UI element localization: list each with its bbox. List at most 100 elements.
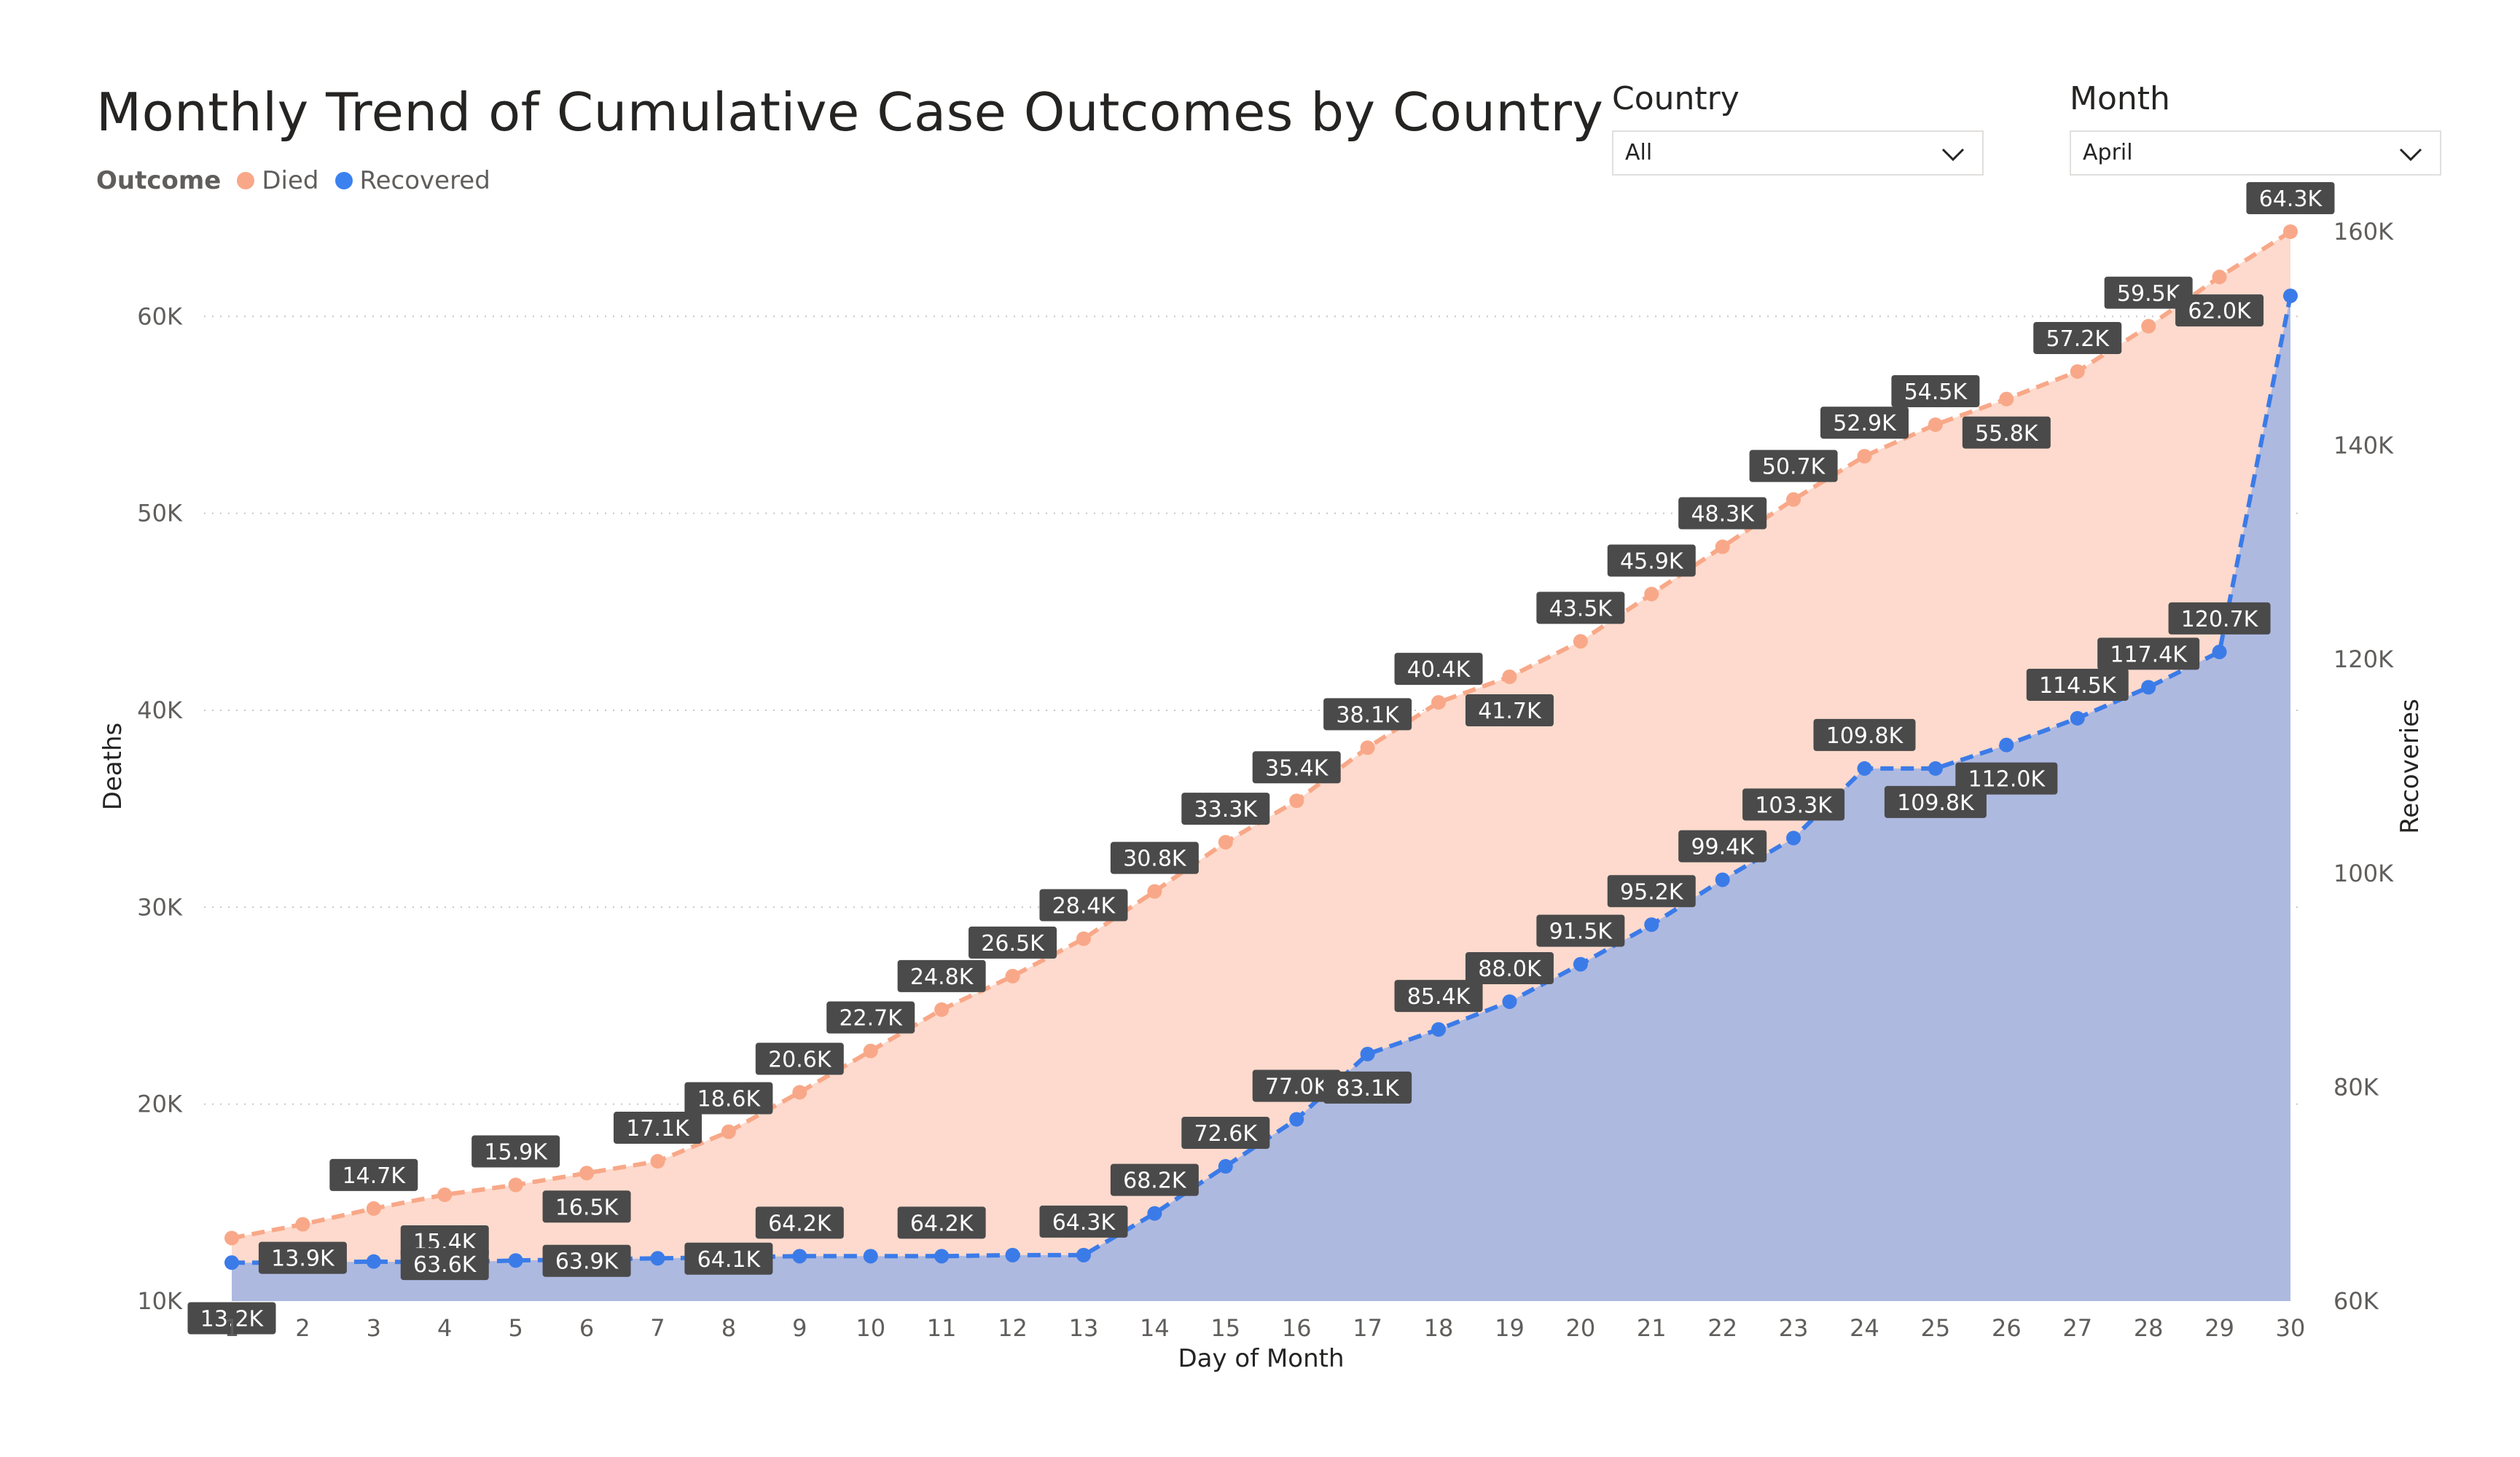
recovered-data-label-box — [1181, 1117, 1270, 1150]
died-data-label: 59.5K — [2117, 281, 2181, 307]
recovered-data-label-box — [1813, 718, 1916, 751]
month-slicer: Month April — [2070, 80, 2441, 176]
recovered-point — [1999, 737, 2014, 753]
y2-axis-title: Recoveries — [2395, 699, 2425, 834]
died-data-label: 64.3K — [2259, 186, 2323, 212]
x-tick-label: 9 — [792, 1314, 807, 1342]
died-data-label-box — [187, 1302, 276, 1335]
recovered-data-label: 64.2K — [910, 1211, 974, 1236]
x-tick-label: 29 — [2204, 1314, 2234, 1342]
died-data-label-box — [1465, 694, 1554, 726]
recovered-data-label: 114.5K — [2039, 673, 2117, 699]
died-data-label: 40.4K — [1407, 657, 1471, 683]
recovered-data-label: 109.8K — [1826, 723, 1904, 749]
recovered-data-label: 88.0K — [1478, 957, 1542, 982]
x-tick-label: 19 — [1495, 1314, 1525, 1342]
died-data-label-box — [1394, 653, 1483, 686]
area-layer — [232, 232, 2290, 1302]
died-data-label-box — [1678, 497, 1767, 530]
recovered-point — [2141, 680, 2156, 695]
y-axis-title: Deaths — [98, 723, 128, 811]
died-data-label-box — [2246, 182, 2335, 214]
recovered-point — [366, 1254, 381, 1269]
died-data-label-box — [2175, 294, 2264, 327]
recovered-data-label: 91.5K — [1549, 919, 1613, 945]
y2-tick-label: 60K — [2333, 1287, 2379, 1315]
died-data-label: 13.9K — [271, 1246, 335, 1272]
recovered-point — [1573, 957, 1588, 972]
recovered-data-label: 109.8K — [1897, 790, 1975, 816]
recovered-data-label-box — [1955, 762, 2058, 795]
x-tick-label: 3 — [367, 1314, 381, 1342]
died-data-label-box — [684, 1082, 773, 1115]
legend-label-died: Died — [262, 166, 319, 195]
died-point — [1644, 586, 1659, 602]
died-point — [934, 1002, 950, 1017]
y2-tick-label: 140K — [2333, 432, 2394, 460]
recovered-data-label-box — [2168, 602, 2271, 635]
recovered-data-label: 85.4K — [1407, 984, 1471, 1010]
died-data-label-box — [1039, 889, 1128, 922]
recovered-data-label-box — [1394, 980, 1483, 1013]
recovered-data-label: 64.3K — [1052, 1210, 1116, 1236]
x-tick-label: 20 — [1566, 1314, 1596, 1342]
page-title: Monthly Trend of Cumulative Case Outcome… — [96, 82, 1604, 143]
recovered-area — [232, 296, 2290, 1302]
legend-item-recovered[interactable]: Recovered — [334, 166, 490, 195]
y-tick-label: 10K — [137, 1287, 183, 1315]
x-tick-label: 17 — [1353, 1314, 1382, 1342]
died-data-label-box — [542, 1190, 631, 1223]
died-data-label-box — [258, 1241, 347, 1274]
recovered-point — [2212, 644, 2227, 659]
died-data-label: 15.9K — [484, 1139, 548, 1165]
died-data-label: 26.5K — [981, 931, 1045, 957]
recovered-point — [2070, 710, 2085, 726]
legend: Outcome Died Recovered — [96, 166, 506, 195]
died-data-label: 17.1K — [626, 1116, 690, 1142]
recovered-data-label: 63.6K — [413, 1252, 477, 1278]
died-data-label-box — [897, 959, 986, 992]
recovered-point — [1147, 1206, 1162, 1221]
died-point — [1928, 417, 1943, 432]
y2-tick-label: 160K — [2333, 218, 2394, 246]
recovered-data-label: 72.6K — [1194, 1121, 1259, 1147]
died-point — [508, 1177, 523, 1193]
died-data-label: 57.2K — [2046, 326, 2110, 352]
recovered-data-label-box — [1536, 914, 1625, 947]
recovered-data-label: 68.2K — [1123, 1169, 1187, 1194]
recovered-point — [2283, 288, 2298, 304]
month-slicer-label: Month — [2070, 80, 2170, 117]
died-point — [2212, 270, 2227, 285]
recovered-point — [224, 1255, 239, 1271]
died-data-label-box — [969, 926, 1057, 959]
legend-title: Outcome — [96, 166, 222, 195]
recovered-point — [1218, 1159, 1233, 1174]
recovered-data-label-box — [1742, 788, 1845, 821]
recovered-point — [1502, 994, 1517, 1009]
month-dropdown[interactable]: April — [2070, 130, 2441, 176]
x-tick-label: 26 — [1992, 1314, 2022, 1342]
x-tick-label: 1 — [224, 1314, 239, 1342]
legend-item-died[interactable]: Died — [237, 166, 319, 195]
died-point — [1076, 931, 1091, 946]
died-data-label-box — [1536, 592, 1625, 624]
died-data-label: 55.8K — [1975, 421, 2039, 447]
died-data-label: 28.4K — [1052, 894, 1116, 919]
country-dropdown[interactable]: All — [1612, 130, 1984, 176]
country-slicer-label: Country — [1612, 80, 1740, 117]
died-point — [1715, 539, 1730, 554]
recovered-data-label: 117.4K — [2110, 642, 2188, 667]
died-point — [1431, 695, 1447, 710]
died-point — [1218, 835, 1233, 850]
x-tick-label: 15 — [1210, 1314, 1240, 1342]
died-point — [650, 1154, 665, 1169]
died-data-label-box — [826, 1001, 915, 1034]
died-data-label: 35.4K — [1265, 755, 1329, 781]
died-data-label-box — [1891, 374, 1980, 407]
recovered-data-label-box — [1678, 830, 1767, 863]
y2-tick-label: 100K — [2333, 860, 2394, 887]
x-axis-title: Day of Month — [1178, 1344, 1344, 1373]
x-tick-label: 4 — [437, 1314, 452, 1342]
x-tick-label: 5 — [508, 1314, 523, 1342]
